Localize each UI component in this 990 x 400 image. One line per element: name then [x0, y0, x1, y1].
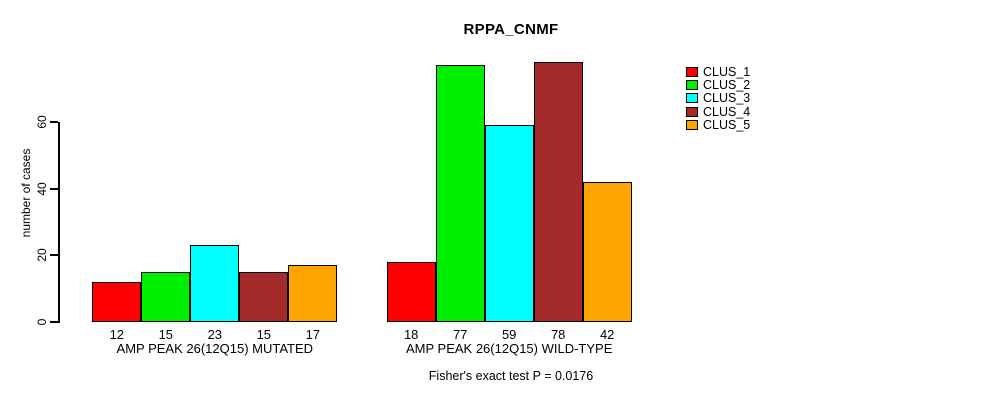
y-axis-line — [58, 122, 60, 323]
x-category-label: AMP PEAK 26(12Q15) MUTATED — [116, 341, 314, 356]
y-tick-mark — [50, 187, 58, 190]
bar-clus_3-group1 — [190, 245, 240, 322]
bar-value-label: 12 — [109, 327, 125, 342]
y-tick-mark — [50, 254, 58, 257]
bar-clus_3-group2 — [484, 125, 534, 322]
bar-value-label: 15 — [158, 327, 174, 342]
y-tick-label: 20 — [35, 248, 49, 263]
x-category-label: AMP PEAK 26(12Q15) WILD-TYPE — [405, 341, 613, 356]
legend-swatch-clus_2 — [686, 80, 698, 91]
bar-clus_1-group1 — [92, 282, 142, 322]
bar-clus_1-group2 — [386, 262, 436, 322]
bar-clus_4-group1 — [239, 272, 289, 322]
bar-value-label: 23 — [207, 327, 223, 342]
fisher-test-annotation: Fisher's exact test P = 0.0176 — [428, 369, 594, 383]
legend-label: CLUS_1 — [703, 65, 751, 79]
legend-swatch-clus_5 — [686, 119, 698, 130]
bar-clus_5-group2 — [582, 182, 632, 322]
bar-value-label: 17 — [305, 327, 321, 342]
bar-value-label: 78 — [550, 327, 566, 342]
bar-value-label: 18 — [403, 327, 419, 342]
bar-value-label: 42 — [599, 327, 615, 342]
legend-label: CLUS_2 — [703, 78, 751, 93]
y-tick-label: 60 — [35, 115, 49, 129]
y-tick-mark — [50, 121, 58, 123]
legend-swatch-clus_4 — [686, 106, 698, 117]
bar-value-label: 15 — [256, 327, 272, 342]
y-tick-label: 0 — [35, 318, 49, 326]
legend-swatch-clus_1 — [686, 67, 698, 77]
bar-clus_5-group1 — [288, 265, 338, 322]
legend-label: CLUS_4 — [703, 104, 751, 119]
bar-clus_2-group2 — [435, 65, 485, 322]
bar-clus_4-group2 — [533, 62, 583, 322]
chart-title: RPPA_CNMF — [463, 21, 559, 38]
bar-value-label: 59 — [501, 327, 517, 342]
legend-label: CLUS_3 — [703, 91, 751, 106]
y-tick-label: 40 — [35, 181, 49, 196]
bar-value-label: 77 — [452, 327, 468, 342]
legend-label: CLUS_5 — [703, 117, 751, 132]
y-tick-mark — [50, 321, 58, 323]
bar-clus_2-group1 — [141, 272, 191, 322]
y-axis-title: number of cases — [19, 148, 33, 238]
legend-swatch-clus_3 — [686, 93, 698, 104]
